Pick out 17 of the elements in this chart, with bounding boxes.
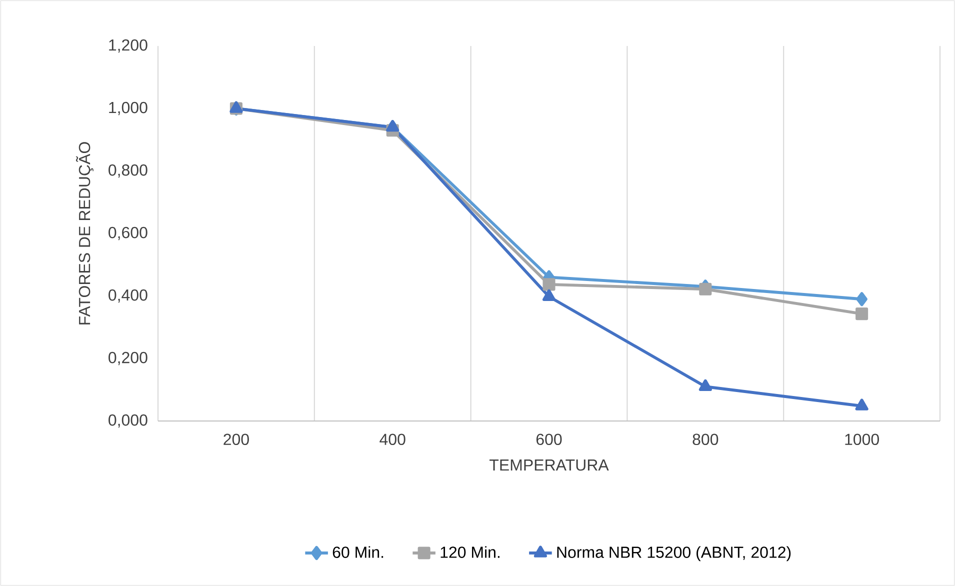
legend-label: 120 Min. <box>440 546 500 558</box>
y-tick-label: 0,200 <box>108 352 148 366</box>
x-tick-label: 200 <box>224 434 249 446</box>
x-tick-label: 1000 <box>845 434 879 446</box>
y-axis-title: FATORES DE REDUÇÃO <box>76 142 94 324</box>
y-tick-label: 1,000 <box>109 102 148 116</box>
legend-label: 60 Min. <box>332 546 384 558</box>
y-tick-label: 0,600 <box>108 226 148 240</box>
y-tick-label: 0,000 <box>108 414 148 428</box>
x-tick-label: 800 <box>692 434 718 446</box>
x-tick-label: 600 <box>536 434 562 446</box>
y-tick-label: 0,400 <box>108 289 148 303</box>
legend-label: Norma NBR 15200 (ABNT, 2012) <box>557 546 791 562</box>
y-tick-label: 0,800 <box>108 164 148 178</box>
y-tick-label: 1,200 <box>109 39 148 53</box>
x-axis-title: TEMPERATURA <box>490 460 609 471</box>
x-tick-label: 400 <box>380 434 406 446</box>
